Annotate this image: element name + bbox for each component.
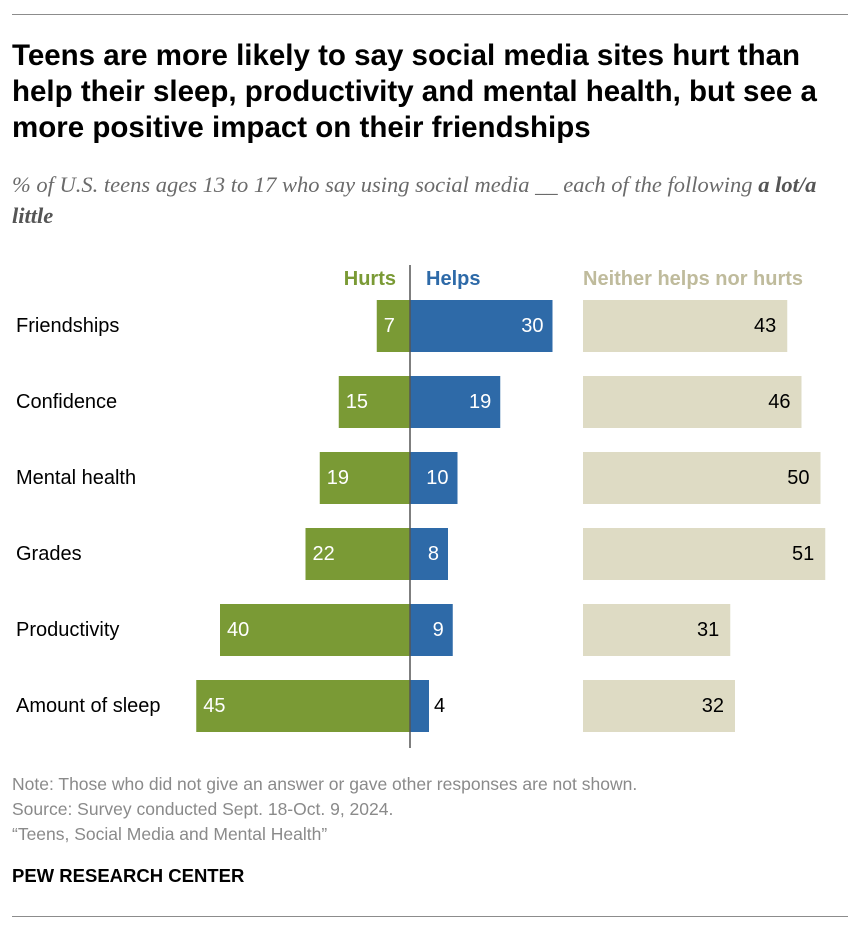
report-title: “Teens, Social Media and Mental Health” [12,824,328,844]
bar-neither-grades [583,528,826,580]
label-neither-productivity: 31 [697,619,719,641]
bar-neither-mental-health [583,452,821,504]
label-hurts-amount-of-sleep: 45 [203,695,225,717]
label-neither-amount-of-sleep: 32 [702,695,724,717]
bar-hurts-confidence [338,376,410,428]
category-label-grades: Grades [16,543,82,565]
bar-hurts-mental-health [319,452,410,504]
bar-hurts-friendships [376,300,410,352]
label-neither-friendships: 43 [754,315,776,337]
legend-neither: Neither helps nor hurts [583,268,803,290]
category-label-friendships: Friendships [16,315,119,337]
bar-chart: Hurts Helps Neither helps nor hurts Friends… [16,265,826,748]
label-helps-mental-health: 10 [426,467,448,489]
legend-hurts: Hurts [344,268,396,290]
label-hurts-productivity: 40 [227,619,249,641]
label-hurts-mental-health: 19 [327,467,349,489]
label-helps-grades: 8 [428,543,439,565]
category-label-mental-health: Mental health [16,467,136,489]
label-hurts-confidence: 15 [346,391,368,413]
chart-notes: Note: Those who did not give an answer o… [12,772,637,847]
label-helps-productivity: 9 [433,619,444,641]
bar-helps-confidence [410,376,501,428]
label-helps-friendships: 30 [521,315,543,337]
note-text: Note: Those who did not give an answer o… [12,774,638,794]
bar-neither-confidence [583,376,802,428]
label-helps-confidence: 19 [469,391,491,413]
org-name: PEW RESEARCH CENTER [12,865,245,886]
category-label-amount-of-sleep: Amount of sleep [16,695,161,717]
bar-hurts-productivity [220,604,410,656]
label-neither-mental-health: 50 [787,467,809,489]
bottom-rule [12,916,848,917]
subtitle-emphasis: a lot/a little [12,172,817,228]
bar-helps-productivity [410,604,453,656]
label-neither-grades: 51 [792,543,814,565]
bar-helps-mental-health [410,452,458,504]
bar-hurts-grades [305,528,410,580]
label-hurts-friendships: 7 [384,315,395,337]
label-neither-confidence: 46 [768,391,790,413]
bar-neither-friendships [583,300,788,352]
bar-helps-friendships [410,300,553,352]
source-text: Source: Survey conducted Sept. 18-Oct. 9… [12,799,394,819]
legend-helps: Helps [426,268,480,290]
bar-neither-amount-of-sleep [583,680,735,732]
top-rule [12,14,848,15]
bar-helps-amount-of-sleep [410,680,429,732]
bar-helps-grades [410,528,448,580]
label-hurts-grades: 22 [313,543,335,565]
category-label-confidence: Confidence [16,391,117,413]
label-helps-amount-of-sleep: 4 [434,695,445,717]
bar-hurts-amount-of-sleep [196,680,410,732]
chart-subtitle: % of U.S. teens ages 13 to 17 who say us… [12,169,842,231]
subtitle-text: % of U.S. teens ages 13 to 17 who say us… [12,172,759,197]
bar-neither-productivity [583,604,731,656]
chart-title: Teens are more likely to say social medi… [12,39,817,144]
category-label-productivity: Productivity [16,619,119,641]
